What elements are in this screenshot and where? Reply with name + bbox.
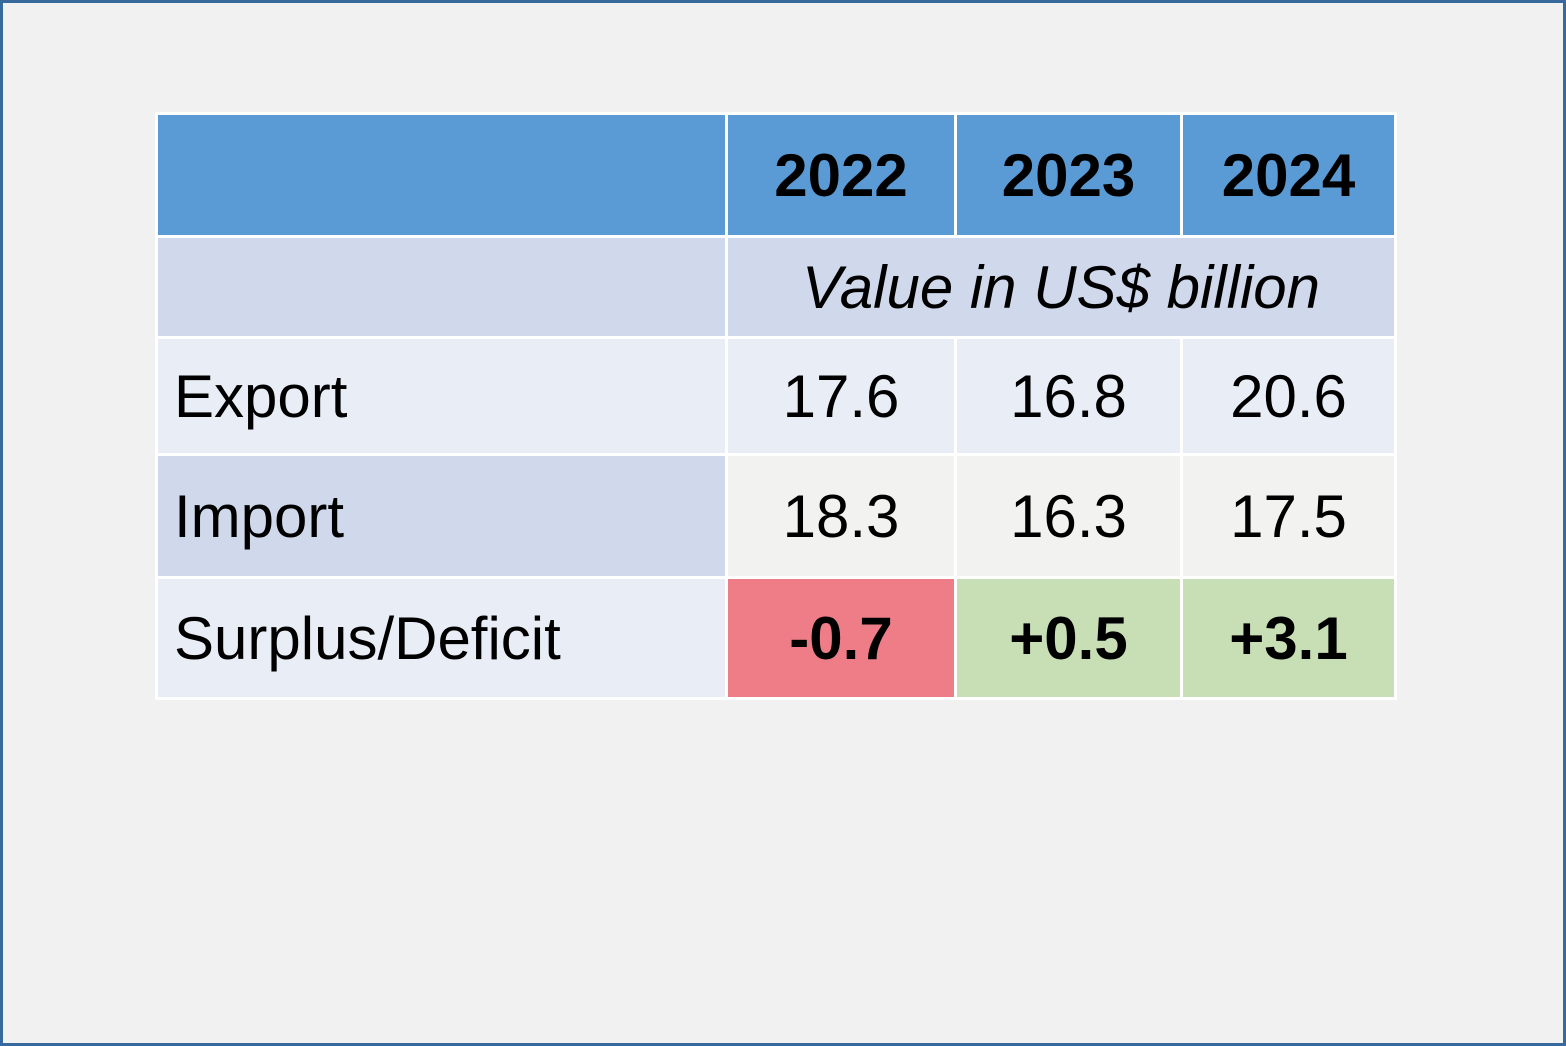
row-label-import: Import	[158, 456, 725, 576]
year-header-2024: 2024	[1183, 115, 1394, 235]
import-value-2022: 18.3	[728, 456, 954, 576]
trade-balance-table: 2022 2023 2024 Value in US$ billion Expo…	[155, 112, 1397, 700]
surplus-deficit-value-2023-positive: +0.5	[957, 579, 1180, 697]
import-value-2024: 17.5	[1183, 456, 1394, 576]
year-header-2023: 2023	[957, 115, 1180, 235]
row-label-export: Export	[158, 339, 725, 453]
export-value-2024: 20.6	[1183, 339, 1394, 453]
units-caption: Value in US$ billion	[728, 238, 1394, 336]
year-header-2022: 2022	[728, 115, 954, 235]
import-value-2023: 16.3	[957, 456, 1180, 576]
units-caption-row: Value in US$ billion	[158, 238, 1394, 336]
header-corner-cell	[158, 115, 725, 235]
surplus-deficit-value-2022-negative: -0.7	[728, 579, 954, 697]
row-label-surplus-deficit: Surplus/Deficit	[158, 579, 725, 697]
table-row-surplus-deficit: Surplus/Deficit -0.7 +0.5 +3.1	[158, 579, 1394, 697]
table-row-export: Export 17.6 16.8 20.6	[158, 339, 1394, 453]
caption-row-label-cell	[158, 238, 725, 336]
export-value-2023: 16.8	[957, 339, 1180, 453]
table-header-row: 2022 2023 2024	[158, 115, 1394, 235]
export-value-2022: 17.6	[728, 339, 954, 453]
table-row-import: Import 18.3 16.3 17.5	[158, 456, 1394, 576]
surplus-deficit-value-2024-positive: +3.1	[1183, 579, 1394, 697]
